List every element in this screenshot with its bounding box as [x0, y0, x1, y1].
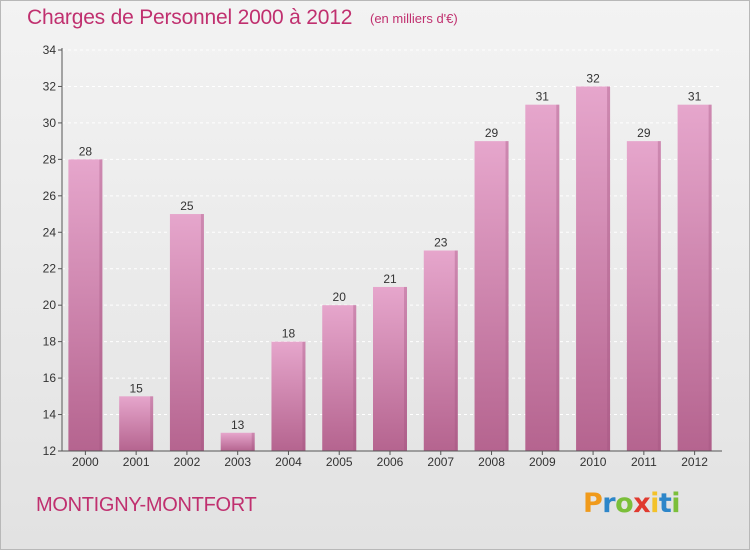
x-tick-label: 2005	[326, 455, 353, 469]
y-tick-label: 30	[43, 116, 57, 130]
data-label: 29	[485, 126, 499, 140]
bar-shade	[454, 250, 458, 451]
bar-shade	[708, 104, 712, 451]
bar-shade	[251, 432, 255, 451]
logo-letter: x	[633, 488, 651, 519]
y-tick-label: 32	[43, 79, 57, 93]
x-tick-label: 2012	[681, 455, 708, 469]
data-label: 23	[434, 236, 448, 250]
logo-letter: t	[658, 488, 672, 519]
bar-shade	[302, 341, 306, 451]
bar-shade	[607, 86, 611, 452]
y-tick-label: 20	[43, 298, 57, 312]
bar	[677, 104, 712, 451]
logo-letter: i	[650, 488, 659, 519]
y-tick-label: 34	[43, 43, 57, 57]
y-tick-label: 18	[43, 335, 57, 349]
label-layer: 28 15 25 13 18 20 21 23 29 31 32 29 31	[79, 71, 702, 431]
data-label: 13	[231, 418, 245, 432]
logo-letter: P	[583, 488, 603, 519]
bar	[474, 141, 509, 452]
bar-shade	[99, 159, 103, 451]
bar	[220, 432, 255, 451]
logo-letter: i	[671, 488, 681, 519]
x-tick-label: 2000	[72, 455, 99, 469]
bar	[423, 250, 458, 451]
data-label: 32	[586, 71, 600, 85]
x-tick-label: 2003	[224, 455, 251, 469]
bar	[626, 141, 661, 452]
y-tick-label: 14	[43, 408, 57, 422]
bar-shade	[353, 305, 357, 451]
data-label: 31	[688, 90, 702, 104]
y-tick-label: 24	[43, 225, 57, 239]
data-label: 31	[536, 90, 550, 104]
bar-shade	[657, 141, 661, 452]
bar-shade	[505, 141, 509, 452]
x-tick-label: 2009	[529, 455, 556, 469]
x-tick-label: 2002	[174, 455, 201, 469]
commune-name: MONTIGNY-MONTFORT	[36, 494, 257, 516]
x-tick-label: 2006	[377, 455, 404, 469]
x-tick-label: 2001	[123, 455, 150, 469]
logo-letter: o	[615, 488, 634, 519]
y-tick-label: 26	[43, 189, 57, 203]
bar	[119, 396, 154, 451]
data-label: 20	[333, 290, 347, 304]
y-tick-label: 16	[43, 371, 57, 385]
bar	[576, 86, 611, 452]
bar	[271, 341, 306, 451]
y-tick-label: 22	[43, 262, 57, 276]
bar	[525, 104, 560, 451]
chart-title: Charges de Personnel 2000 à 2012	[27, 6, 353, 29]
bar-shade	[200, 214, 204, 451]
bar-shade	[150, 396, 154, 451]
logo-letter: r	[602, 488, 616, 519]
x-tick-label: 2004	[275, 455, 302, 469]
chart-subtitle: (en milliers d'€)	[370, 11, 458, 26]
bar	[68, 159, 103, 451]
bar-shade	[404, 286, 407, 451]
proxiti-logo: Proxiti	[583, 488, 681, 519]
data-label: 21	[383, 272, 397, 286]
data-label: 18	[282, 327, 296, 341]
x-tick-label: 2010	[580, 455, 607, 469]
data-label: 15	[129, 381, 143, 395]
bar	[322, 305, 357, 451]
bar-layer	[68, 86, 712, 452]
data-label: 25	[180, 199, 194, 213]
x-tick-label: 2011	[631, 455, 657, 469]
axis-layer: 12 14 16 18 20 22 24 26 28 30 32 34 2000 2001 2002 2003…	[43, 43, 722, 469]
x-tick-label: 2007	[427, 455, 454, 469]
y-tick-label: 28	[43, 152, 57, 166]
y-tick-label: 12	[43, 444, 57, 458]
bar	[373, 286, 407, 451]
x-tick-label: 2008	[478, 455, 505, 469]
data-label: 29	[637, 126, 651, 140]
bar-shade	[556, 104, 560, 451]
bar	[169, 214, 204, 451]
data-label: 28	[79, 144, 93, 158]
